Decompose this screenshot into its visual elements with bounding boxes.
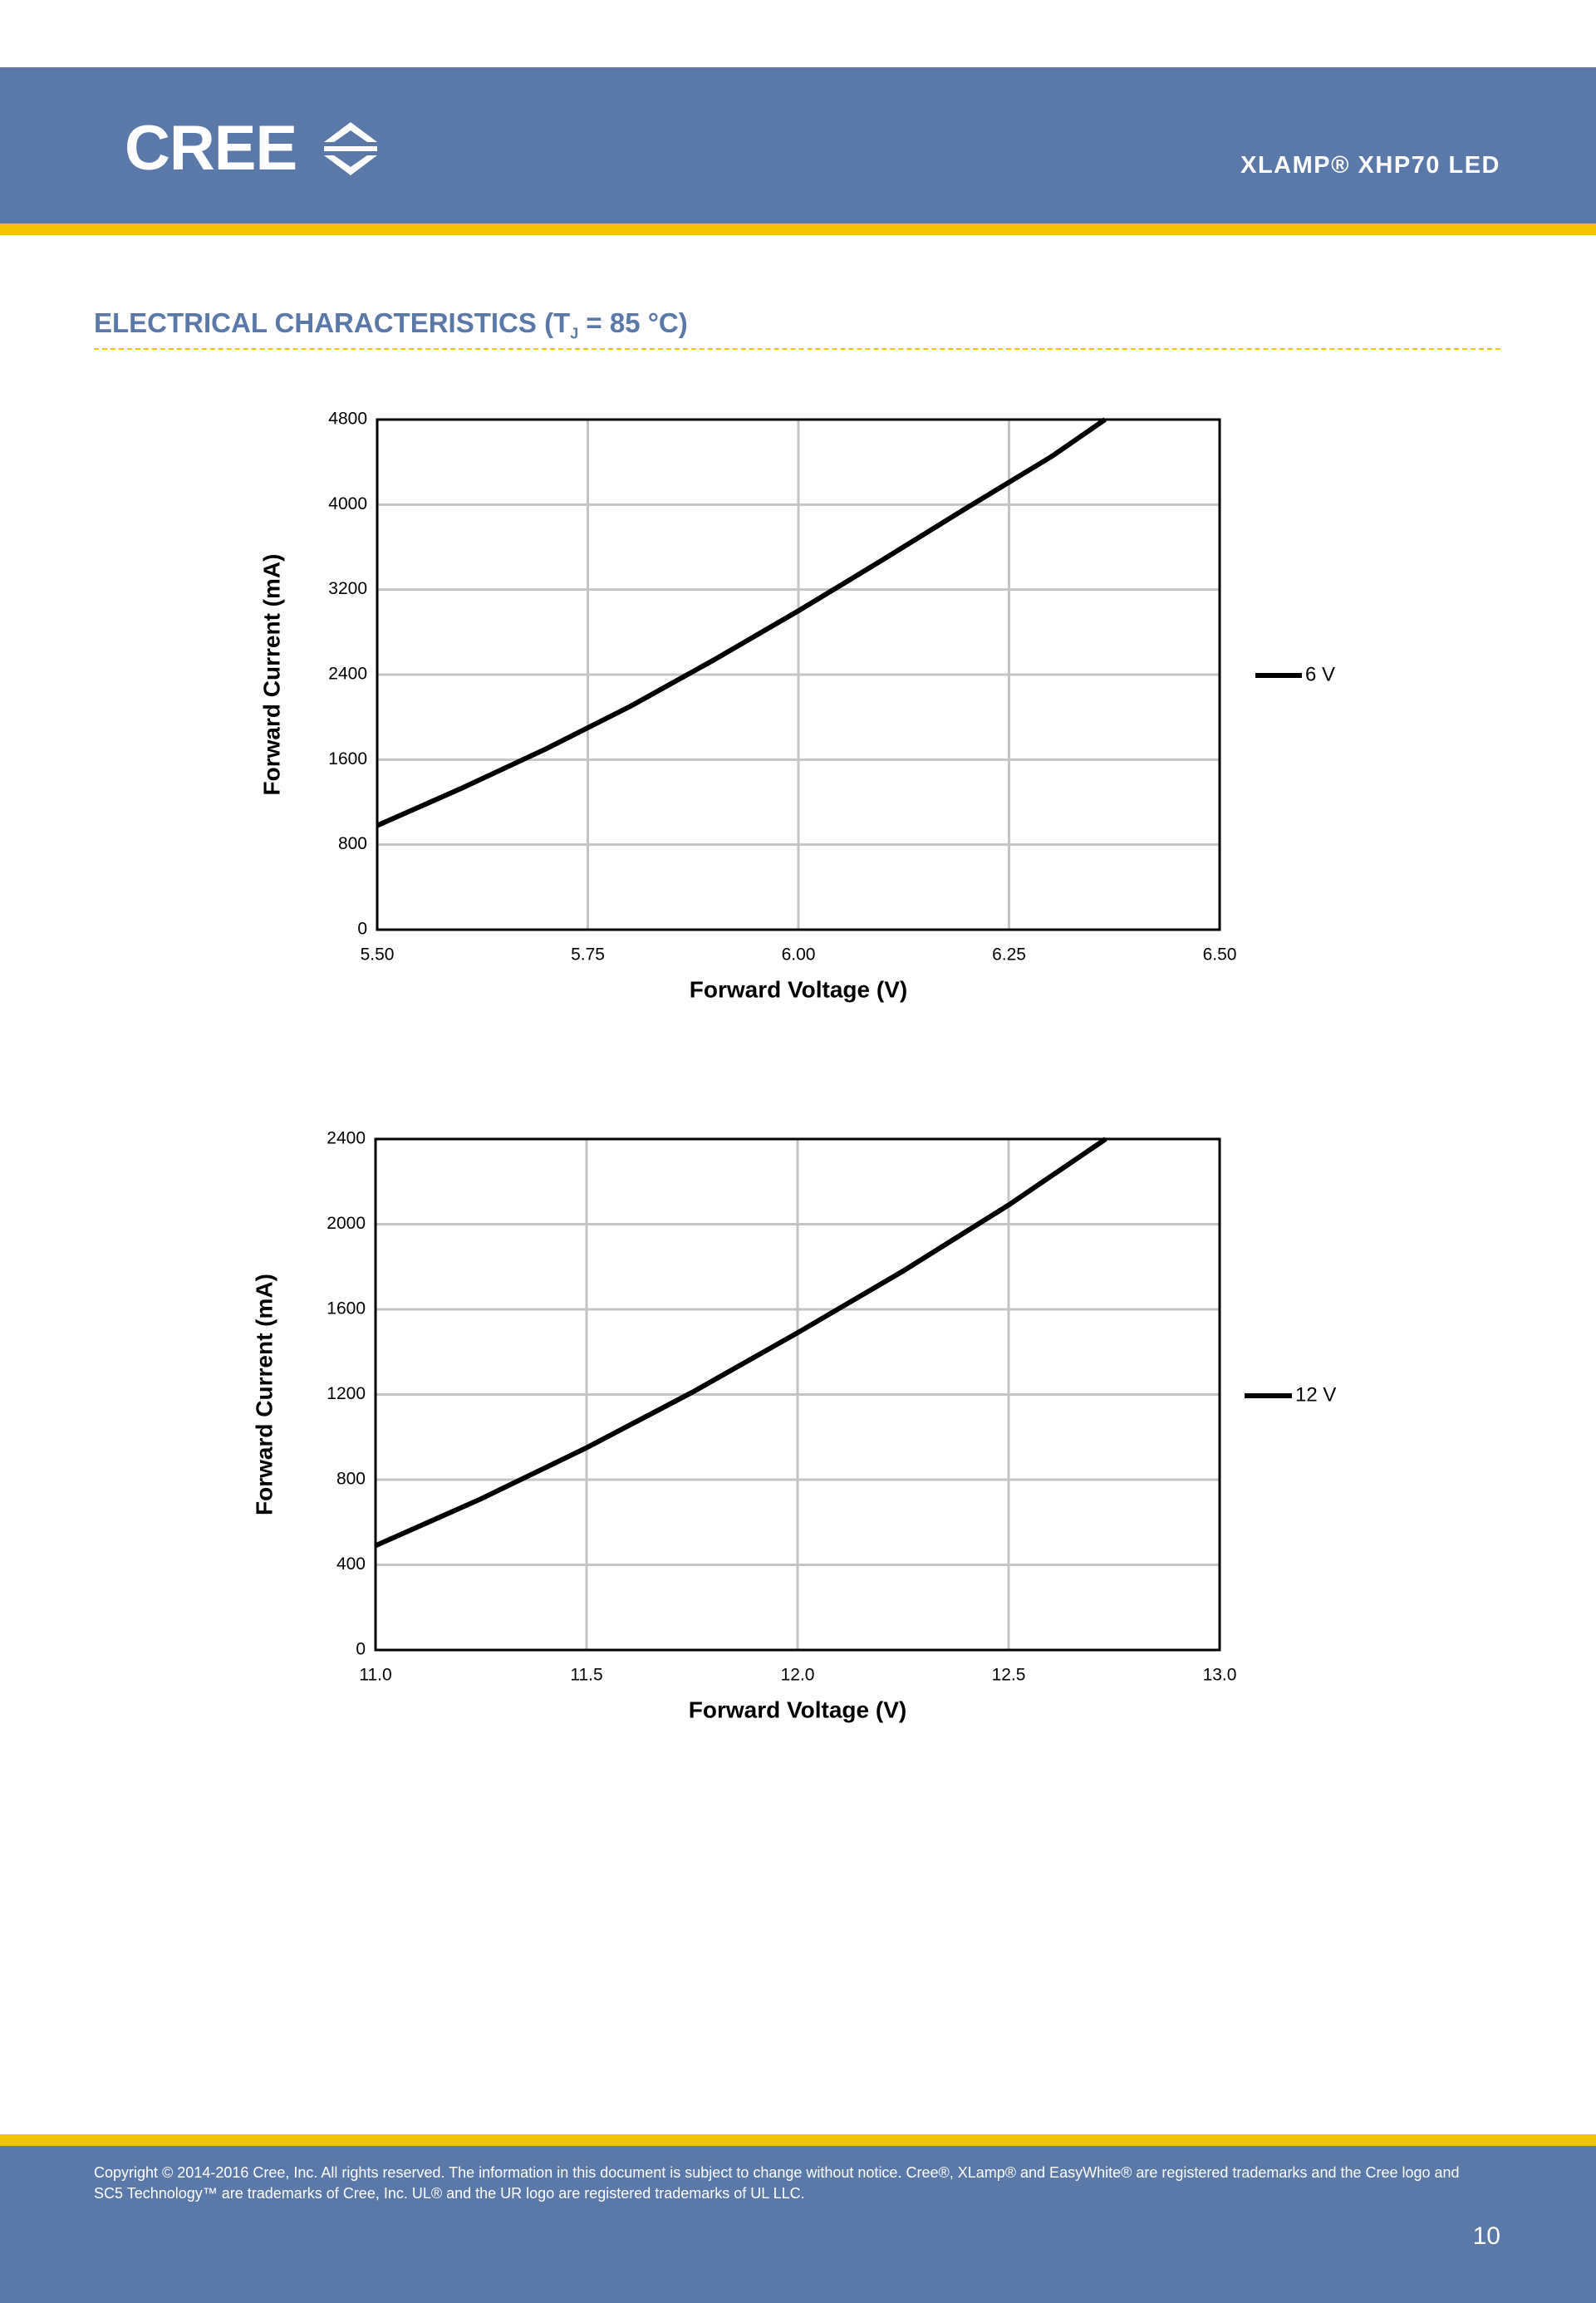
plot-frame bbox=[374, 1137, 1221, 1652]
x-tick-label: 13.0 bbox=[1203, 1666, 1237, 1685]
series-line bbox=[376, 1137, 1107, 1549]
header-title: XLAMP® XHP70 LED bbox=[1240, 152, 1500, 179]
page-number: 10 bbox=[1472, 2222, 1500, 2250]
y-tick-label: 800 bbox=[338, 834, 367, 853]
x-axis-title: Forward Voltage (V) bbox=[689, 1697, 906, 1722]
x-tick-label: 6.25 bbox=[992, 945, 1026, 965]
footer-text: Copyright © 2014-2016 Cree, Inc. All rig… bbox=[94, 2163, 1460, 2204]
series-line bbox=[377, 417, 1107, 828]
x-tick-label: 5.50 bbox=[361, 945, 395, 965]
y-tick-label: 2400 bbox=[327, 1129, 366, 1148]
section-rule bbox=[94, 348, 1500, 350]
y-tick-label: 0 bbox=[356, 1640, 366, 1659]
y-tick-label: 2400 bbox=[328, 665, 367, 684]
y-tick-label: 400 bbox=[336, 1554, 366, 1574]
y-tick-label: 3200 bbox=[328, 579, 367, 598]
legend-label: 6 V bbox=[1305, 663, 1335, 685]
y-tick-label: 4000 bbox=[328, 494, 367, 513]
y-tick-label: 1200 bbox=[327, 1384, 366, 1403]
footer-band bbox=[0, 2146, 1596, 2303]
section-title-text: ELECTRICAL CHARACTERISTICS (T bbox=[94, 307, 571, 338]
legend-label: 12 V bbox=[1295, 1383, 1336, 1406]
plot-frame bbox=[376, 418, 1221, 931]
y-tick-label: 1600 bbox=[327, 1299, 366, 1318]
header-stripe bbox=[0, 223, 1596, 235]
logo: CREE bbox=[125, 113, 297, 184]
logo-icon bbox=[324, 122, 377, 175]
section-title-sub: J bbox=[570, 325, 579, 342]
y-axis-title: Forward Current (mA) bbox=[258, 554, 284, 796]
x-tick-label: 12.0 bbox=[781, 1666, 815, 1685]
footer-stripe bbox=[0, 2134, 1596, 2146]
y-tick-label: 1600 bbox=[328, 749, 367, 768]
header-band bbox=[0, 67, 1596, 223]
y-tick-label: 4800 bbox=[328, 410, 367, 429]
section-title-text: = 85 °C) bbox=[578, 307, 688, 338]
y-tick-label: 800 bbox=[336, 1470, 366, 1489]
x-tick-label: 5.75 bbox=[571, 945, 605, 965]
x-tick-label: 6.00 bbox=[782, 945, 816, 965]
y-tick-label: 0 bbox=[357, 920, 367, 939]
x-tick-label: 6.50 bbox=[1203, 945, 1237, 965]
x-tick-label: 11.5 bbox=[570, 1666, 602, 1685]
y-axis-title: Forward Current (mA) bbox=[251, 1274, 277, 1515]
x-tick-label: 11.0 bbox=[359, 1666, 391, 1685]
x-axis-title: Forward Voltage (V) bbox=[690, 976, 907, 1002]
footer-line: SC5 Technology™ are trademarks of Cree, … bbox=[94, 2185, 805, 2202]
x-tick-label: 12.5 bbox=[992, 1666, 1026, 1685]
section-title: ELECTRICAL CHARACTERISTICS (TJ = 85 °C) bbox=[94, 307, 688, 343]
y-tick-label: 2000 bbox=[327, 1214, 366, 1233]
footer-line: Copyright © 2014-2016 Cree, Inc. All rig… bbox=[94, 2164, 1460, 2181]
